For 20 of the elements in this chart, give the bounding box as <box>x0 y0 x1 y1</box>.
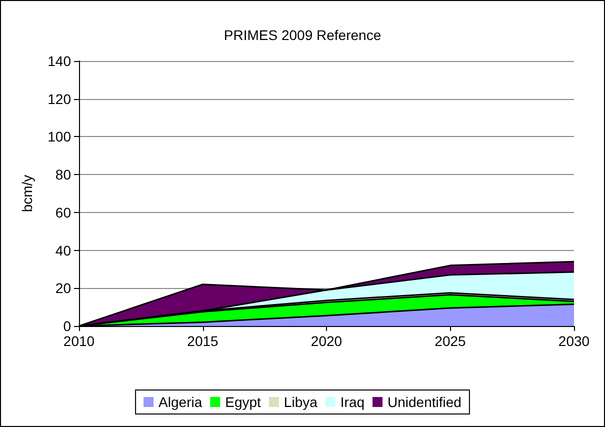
legend-label: Iraq <box>340 394 365 410</box>
y-tick-label: 40 <box>55 242 72 258</box>
y-tick-label: 80 <box>55 166 72 183</box>
y-tick-label: 60 <box>55 204 72 220</box>
chart-title: PRIMES 2009 Reference <box>224 27 382 43</box>
x-tick-label: 2030 <box>558 333 590 349</box>
legend-label: Unidentified <box>388 394 462 410</box>
y-tick-label: 120 <box>48 90 72 107</box>
y-tick-label: 20 <box>55 280 72 296</box>
legend-label: Libya <box>284 394 318 410</box>
x-tick-label: 2015 <box>187 333 219 349</box>
legend-label: Egypt <box>225 394 262 410</box>
y-tick-label: 100 <box>48 128 72 145</box>
x-tick-label: 2010 <box>63 333 95 349</box>
y-tick-label: 140 <box>48 53 72 69</box>
y-tick-label: 0 <box>63 318 72 334</box>
y-axis-title: bcm/y <box>19 174 35 212</box>
legend-label: Algeria <box>158 394 202 410</box>
x-tick-label: 2020 <box>310 333 342 349</box>
x-tick-label: 2025 <box>434 333 466 349</box>
